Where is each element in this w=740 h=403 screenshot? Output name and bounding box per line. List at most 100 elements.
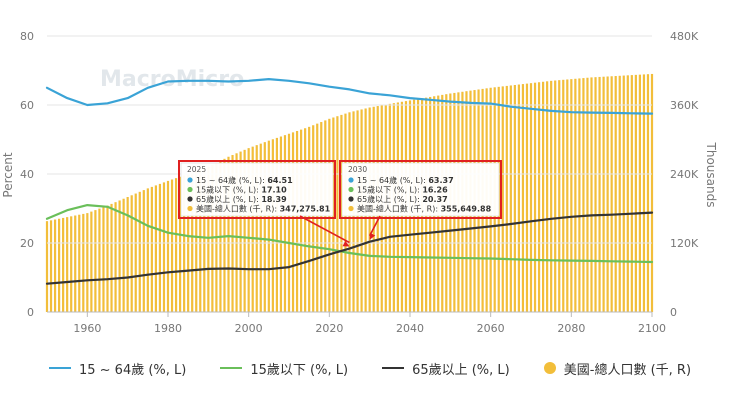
- population-bar[interactable]: [554, 80, 557, 312]
- population-bar[interactable]: [134, 193, 137, 312]
- population-bar[interactable]: [158, 183, 162, 312]
- population-bar[interactable]: [199, 169, 202, 312]
- population-bar[interactable]: [626, 75, 629, 312]
- population-bar[interactable]: [62, 217, 65, 312]
- population-bar[interactable]: [287, 133, 291, 312]
- series-line-65-plus[interactable]: [45, 211, 654, 285]
- population-bar[interactable]: [537, 82, 541, 312]
- population-bar[interactable]: [642, 74, 646, 312]
- population-bar[interactable]: [142, 190, 145, 312]
- population-bar[interactable]: [271, 139, 274, 312]
- population-bar[interactable]: [501, 86, 504, 313]
- population-bar[interactable]: [517, 84, 521, 312]
- population-bar[interactable]: [590, 77, 593, 313]
- population-bar[interactable]: [259, 143, 262, 312]
- population-bar[interactable]: [203, 168, 206, 312]
- population-bar[interactable]: [533, 82, 537, 312]
- population-bar[interactable]: [98, 208, 101, 312]
- population-bar[interactable]: [602, 76, 605, 313]
- population-bar[interactable]: [283, 135, 287, 312]
- population-bar[interactable]: [235, 153, 238, 312]
- population-bar[interactable]: [630, 75, 633, 312]
- population-bar[interactable]: [118, 200, 121, 312]
- population-bar[interactable]: [606, 76, 609, 312]
- population-bar[interactable]: [263, 142, 266, 312]
- population-bar[interactable]: [74, 215, 77, 312]
- population-bar[interactable]: [570, 79, 573, 312]
- population-bar[interactable]: [231, 155, 234, 312]
- population-bar[interactable]: [299, 129, 303, 312]
- population-bar[interactable]: [562, 79, 565, 312]
- population-bar[interactable]: [634, 74, 637, 313]
- population-bar[interactable]: [49, 220, 53, 312]
- population-bar[interactable]: [304, 128, 307, 312]
- population-bar[interactable]: [138, 191, 141, 312]
- population-bar[interactable]: [550, 80, 553, 312]
- population-bar[interactable]: [207, 167, 210, 312]
- population-bar[interactable]: [191, 172, 194, 312]
- population-bar[interactable]: [154, 185, 158, 312]
- population-bar[interactable]: [57, 218, 61, 312]
- legend-item-65-plus[interactable]: 65歲以上 (%, L): [382, 359, 510, 378]
- population-bar[interactable]: [295, 130, 299, 312]
- population-bar[interactable]: [255, 145, 258, 312]
- population-bar[interactable]: [521, 84, 525, 312]
- population-bar[interactable]: [332, 117, 335, 312]
- population-bar[interactable]: [78, 214, 81, 312]
- population-bar[interactable]: [594, 77, 597, 312]
- population-bar[interactable]: [195, 171, 198, 312]
- population-bar[interactable]: [505, 85, 508, 312]
- population-bar[interactable]: [308, 126, 311, 312]
- population-bar[interactable]: [114, 202, 117, 312]
- population-bar[interactable]: [170, 179, 174, 312]
- population-bar[interactable]: [646, 74, 650, 313]
- population-bar[interactable]: [525, 83, 529, 312]
- legend-item-15-64[interactable]: 15 ~ 64歲 (%, L): [48, 359, 186, 378]
- population-bar[interactable]: [650, 73, 654, 312]
- population-bar[interactable]: [174, 178, 178, 312]
- population-bar[interactable]: [574, 78, 577, 312]
- population-bar[interactable]: [146, 188, 149, 312]
- population-bar[interactable]: [267, 140, 270, 312]
- population-bar[interactable]: [94, 210, 97, 312]
- population-bar[interactable]: [183, 175, 186, 312]
- population-bar[interactable]: [86, 213, 89, 312]
- population-bar[interactable]: [251, 146, 254, 312]
- population-bar[interactable]: [279, 136, 283, 312]
- population-bar[interactable]: [178, 176, 182, 312]
- population-bar[interactable]: [150, 186, 153, 312]
- population-bar[interactable]: [82, 213, 85, 312]
- population-bar[interactable]: [166, 180, 170, 312]
- population-bar[interactable]: [340, 114, 343, 312]
- population-bar[interactable]: [45, 221, 49, 312]
- population-bar[interactable]: [618, 75, 621, 312]
- population-bar[interactable]: [227, 156, 230, 312]
- population-bar[interactable]: [336, 116, 339, 312]
- population-bar[interactable]: [614, 76, 617, 313]
- population-bar[interactable]: [582, 78, 585, 312]
- population-bar[interactable]: [162, 182, 166, 312]
- population-bar[interactable]: [247, 148, 250, 312]
- population-bar[interactable]: [70, 216, 73, 312]
- population-bar[interactable]: [610, 76, 613, 312]
- population-bar[interactable]: [622, 75, 625, 312]
- population-bar[interactable]: [513, 84, 516, 313]
- population-bar[interactable]: [566, 79, 569, 312]
- population-bar[interactable]: [275, 137, 279, 312]
- population-bar[interactable]: [529, 83, 533, 313]
- population-bar[interactable]: [291, 132, 295, 312]
- population-bar[interactable]: [558, 80, 561, 312]
- population-bar[interactable]: [541, 81, 545, 313]
- population-bar[interactable]: [638, 74, 642, 312]
- legend-item-under-15[interactable]: 15歲以下 (%, L): [220, 359, 348, 378]
- population-bar[interactable]: [102, 207, 105, 312]
- population-bar[interactable]: [586, 77, 589, 313]
- series-line-under-15[interactable]: [45, 204, 654, 264]
- population-bar[interactable]: [126, 197, 129, 312]
- population-bar[interactable]: [122, 198, 125, 312]
- population-bar[interactable]: [243, 149, 246, 312]
- series-line-15-64[interactable]: [45, 77, 654, 115]
- population-bar[interactable]: [578, 78, 581, 312]
- population-bar[interactable]: [110, 203, 113, 312]
- population-bar[interactable]: [130, 195, 133, 312]
